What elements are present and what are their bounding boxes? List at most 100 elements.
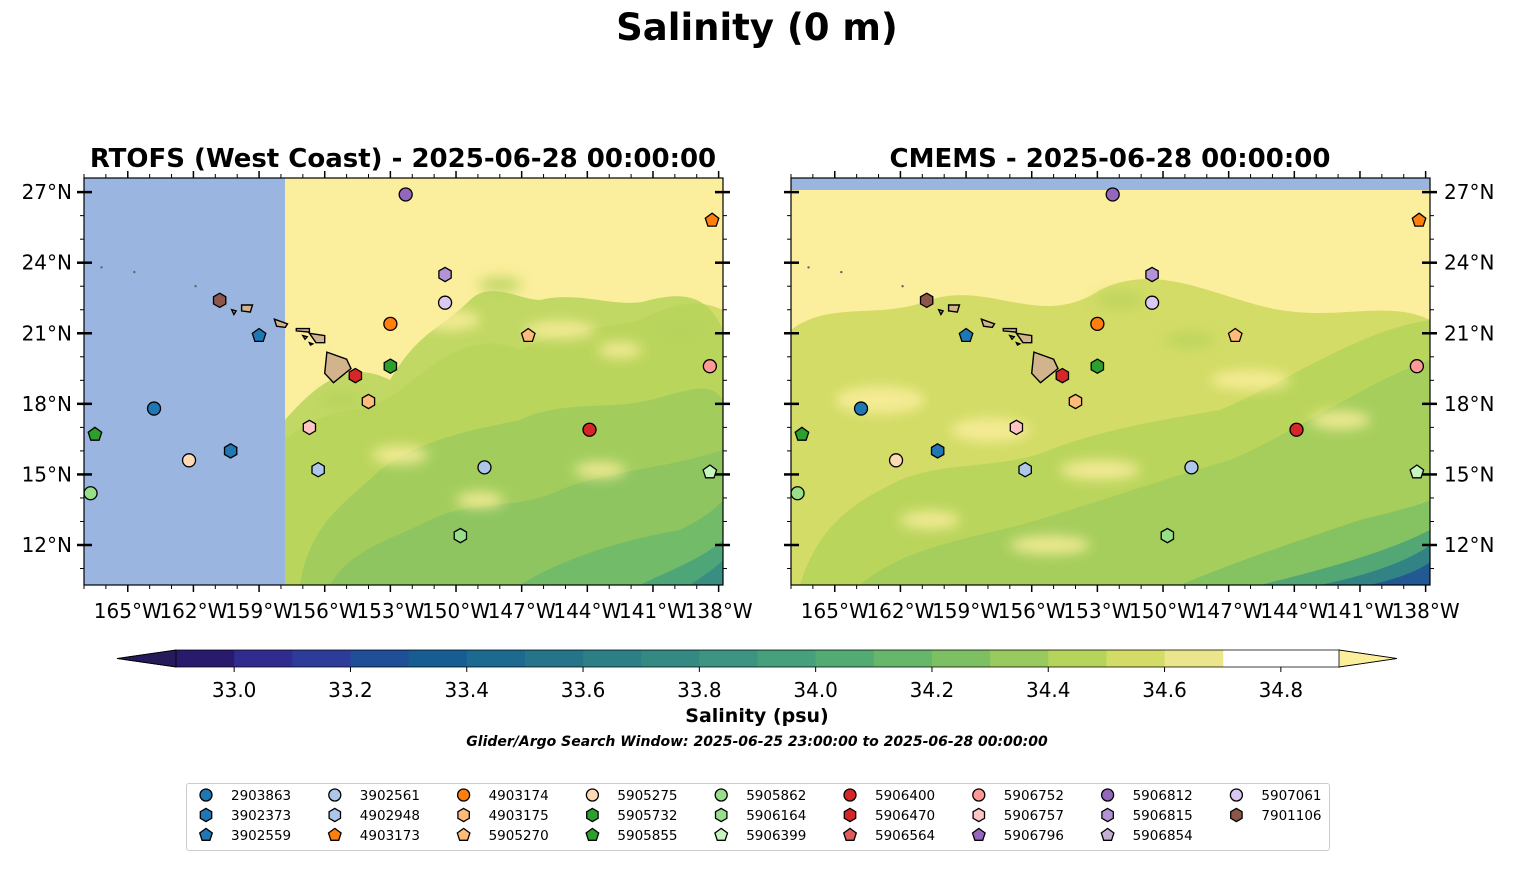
legend-marker	[586, 807, 599, 823]
colorbar-outline	[116, 649, 1398, 668]
legend-label: 5906564	[875, 828, 935, 844]
island	[1008, 334, 1016, 341]
figure-title: Salinity (0 m)	[616, 6, 898, 49]
legend-item: 4903174	[456, 788, 549, 804]
legend-marker	[843, 807, 857, 823]
legend-label: 3902559	[231, 828, 291, 844]
legend-item: 5905855	[585, 827, 678, 844]
legend-marker	[1101, 807, 1114, 823]
colorbar-bin	[1048, 650, 1107, 667]
legend-label: 5905855	[617, 828, 677, 844]
legend-label: 4903173	[360, 828, 420, 844]
platform-marker	[1090, 316, 1105, 332]
legend-marker	[585, 788, 600, 802]
platform-marker	[361, 393, 376, 410]
legend-label: 5905862	[746, 788, 806, 804]
legend-item: 3902373	[199, 807, 291, 824]
legend-marker	[972, 788, 986, 802]
legend-label: 5906757	[1004, 808, 1064, 824]
cmems-axes-frame	[790, 177, 1431, 586]
colorbar-bin	[466, 650, 526, 667]
rtofs-panel: RTOFS (West Coast) - 2025-06-28 00:00:00	[83, 144, 724, 586]
colorbar-tick-label: 34.4	[1026, 678, 1071, 702]
x-tick-label: 159°W	[225, 599, 293, 623]
colorbar-bin	[1106, 650, 1166, 667]
platform-marker	[383, 316, 398, 332]
platform-marker	[1411, 212, 1427, 227]
legend-item: 7901106	[1230, 807, 1322, 824]
y-tick-label: 24°N	[1444, 251, 1494, 275]
legend-marker	[1100, 827, 1115, 841]
legend-marker	[842, 827, 858, 841]
legend-marker	[198, 827, 214, 841]
platform-marker	[930, 443, 945, 459]
island	[230, 308, 238, 316]
legend-marker	[457, 807, 470, 823]
y-tick-label: 27°N	[1444, 180, 1494, 204]
island	[1002, 327, 1018, 333]
islet	[100, 266, 103, 269]
x-tick-label: 165°W	[94, 599, 162, 623]
platform-marker	[1409, 359, 1425, 374]
island	[295, 327, 311, 333]
legend-label: 5906470	[875, 808, 935, 824]
islet	[901, 285, 904, 288]
cmems-panel-title: CMEMS - 2025-06-28 00:00:00	[890, 144, 1331, 174]
legend-marker	[971, 827, 986, 841]
legend-label: 2903863	[231, 788, 291, 804]
legend-label: 4903174	[489, 788, 549, 804]
legend-item: 4902948	[328, 807, 420, 824]
legend-marker	[199, 788, 213, 802]
x-tick-label: 141°W	[1326, 599, 1394, 623]
x-tick-label: 150°W	[422, 599, 490, 623]
islet	[840, 270, 843, 274]
legend-item: 5906470	[843, 807, 935, 824]
x-tick-label: 153°W	[356, 599, 424, 623]
legend-label: 5905270	[489, 828, 549, 844]
islet	[807, 266, 810, 269]
colorbar-bin	[815, 650, 875, 667]
legend-label: 5906796	[1004, 828, 1064, 844]
platform-marker	[1090, 358, 1105, 375]
legend-marker	[714, 788, 728, 802]
cmems-platform-markers	[790, 187, 1427, 544]
legend-item: 5906400	[843, 788, 935, 804]
y-tick-label: 15°N	[1444, 462, 1494, 486]
legend-label: 5905732	[617, 808, 677, 824]
colorbar-bin	[408, 650, 468, 667]
legend-marker	[1230, 807, 1243, 823]
platform-marker	[181, 453, 197, 468]
island	[308, 341, 315, 346]
rtofs-axes: 165°W162°W159°W156°W153°W150°W147°W144°W…	[22, 171, 753, 623]
colorbar: 33.0 33.2 33.4 33.6 33.8 34.0 34.2 34.4 34.6 34.8	[116, 649, 1398, 702]
platform-marker	[1105, 187, 1120, 202]
platform-marker	[1160, 527, 1175, 544]
islet	[133, 270, 136, 274]
island	[301, 334, 309, 341]
legend-label: 5906164	[746, 808, 806, 824]
platform-marker	[453, 527, 468, 544]
colorbar-tick-label: 33.8	[677, 678, 722, 702]
y-tick-label: 12°N	[22, 533, 72, 557]
legend-label: 5906399	[746, 828, 806, 844]
platform-marker	[398, 187, 413, 202]
x-tick-label: 162°W	[866, 599, 934, 623]
legend-label: 5906854	[1133, 828, 1193, 844]
legend-item: 5905862	[714, 788, 806, 804]
platform-marker	[251, 327, 267, 343]
cmems-nodata-strip	[791, 178, 1430, 190]
legend-item: 5906164	[714, 807, 806, 824]
legend-label: 3902373	[231, 808, 291, 824]
legend-marker	[585, 827, 600, 841]
island	[240, 304, 254, 313]
colorbar-bin	[583, 650, 642, 667]
y-tick-label: 21°N	[1444, 321, 1494, 345]
colorbar-bin	[524, 650, 584, 667]
x-tick-label: 153°W	[1063, 599, 1131, 623]
legend-item: 5906812	[1100, 788, 1193, 804]
legend-frame	[186, 783, 1330, 851]
platform-marker	[520, 327, 536, 343]
legend-label: 4902948	[360, 808, 420, 824]
legend-marker	[1100, 788, 1115, 802]
legend-item: 5906854	[1100, 827, 1193, 844]
